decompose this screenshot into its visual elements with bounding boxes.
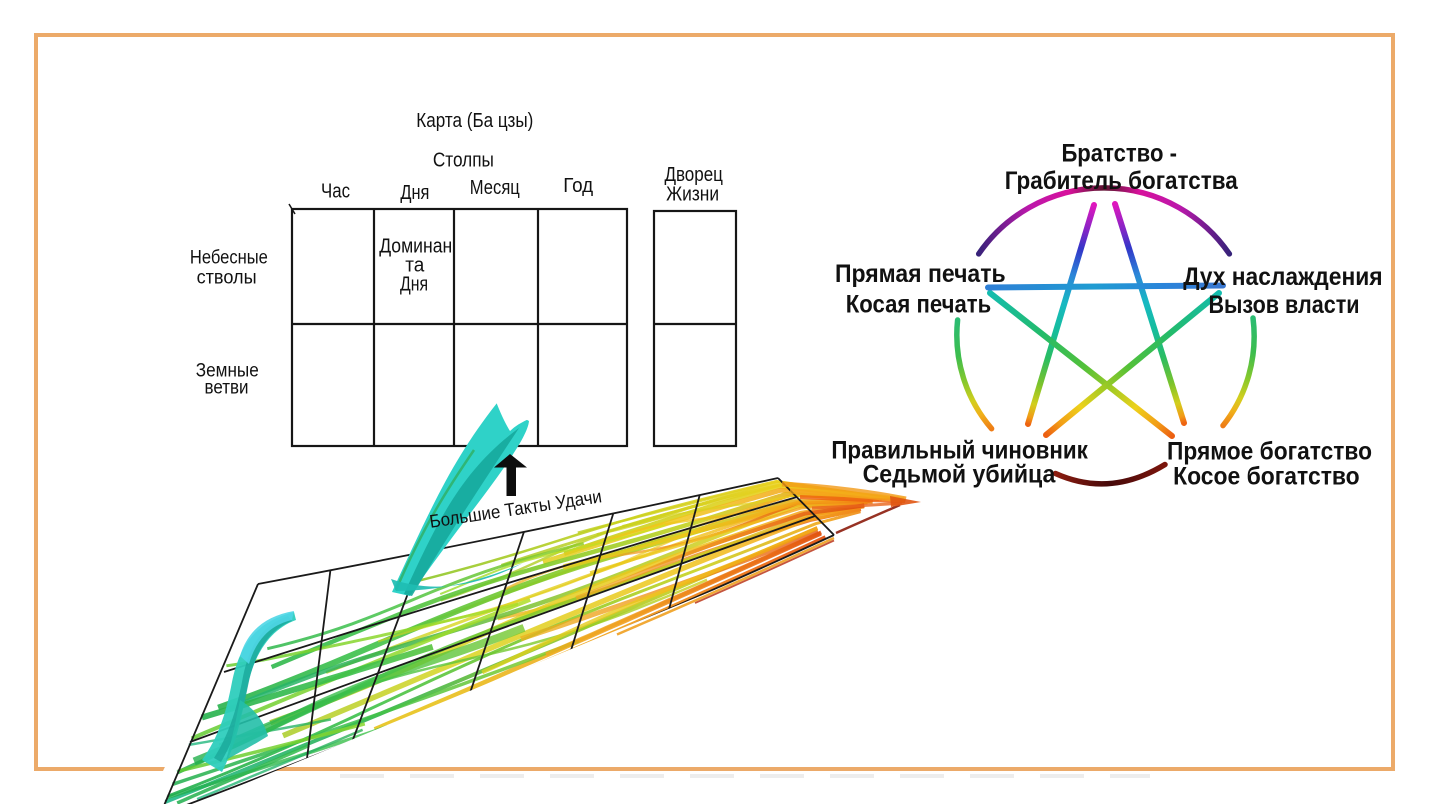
svg-text:Дух наслаждения: Дух наслаждения (1183, 263, 1382, 291)
svg-text:Грабитель богатства: Грабитель богатства (1005, 167, 1239, 195)
svg-text:Вызов власти: Вызов власти (1208, 291, 1359, 319)
svg-text:Час: Час (321, 181, 350, 203)
svg-text:Седьмой убийца: Седьмой убийца (863, 461, 1057, 489)
svg-text:Косое богатство: Косое богатство (1173, 462, 1360, 490)
svg-text:Земные: Земные (196, 361, 259, 382)
svg-text:та: та (405, 255, 425, 277)
svg-text:Жизни: Жизни (666, 184, 719, 206)
svg-text:Карта (Ба цзы): Карта (Ба цзы) (416, 110, 533, 132)
svg-text:Прямая печать: Прямая печать (835, 260, 1006, 288)
svg-text:Дворец: Дворец (664, 164, 723, 186)
svg-text:Прямое богатство: Прямое богатство (1167, 438, 1372, 466)
svg-text:Год: Год (563, 175, 593, 197)
svg-text:Месяц: Месяц (470, 177, 520, 199)
svg-text:Братство -: Братство - (1061, 140, 1177, 168)
svg-text:Доминан: Доминан (379, 236, 452, 258)
svg-text:Дня: Дня (400, 182, 429, 204)
svg-text:Небесные: Небесные (190, 248, 268, 269)
svg-text:Косая печать: Косая печать (846, 290, 992, 318)
svg-text:стволы: стволы (197, 268, 257, 289)
svg-text:Дня: Дня (400, 274, 428, 296)
svg-text:Столпы: Столпы (433, 150, 494, 172)
svg-text:Правильный чиновник: Правильный чиновник (831, 436, 1088, 464)
svg-text:ветви: ветви (205, 378, 249, 399)
